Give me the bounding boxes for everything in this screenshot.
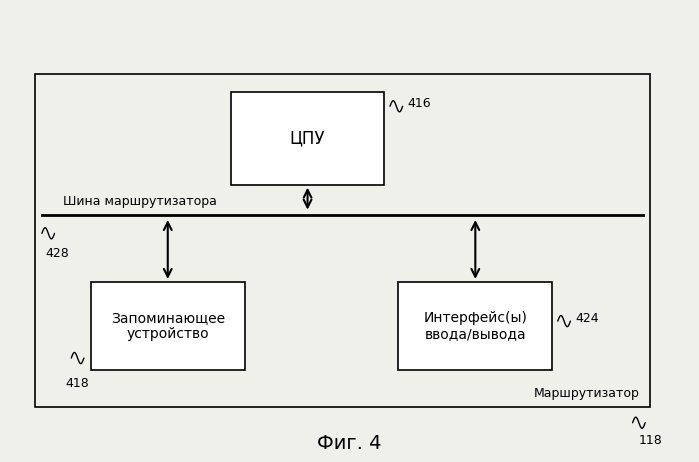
Bar [35,74,650,407]
Text: 428: 428 [45,247,69,260]
Bar [91,282,245,370]
Bar [231,92,384,185]
Bar [398,282,552,370]
Text: 118: 118 [638,434,662,447]
Text: 418: 418 [65,377,89,389]
Text: 424: 424 [575,312,599,325]
Text: ЦПУ: ЦПУ [290,130,325,147]
Text: Фиг. 4: Фиг. 4 [317,434,382,453]
Text: Интерфейс(ы)
ввода/вывода: Интерфейс(ы) ввода/вывода [424,310,527,341]
Text: Маршрутизатор: Маршрутизатор [534,387,640,400]
Text: Шина маршрутизатора: Шина маршрутизатора [63,195,217,208]
Text: 416: 416 [408,97,431,110]
Text: Запоминающее
устройство: Запоминающее устройство [110,310,225,341]
